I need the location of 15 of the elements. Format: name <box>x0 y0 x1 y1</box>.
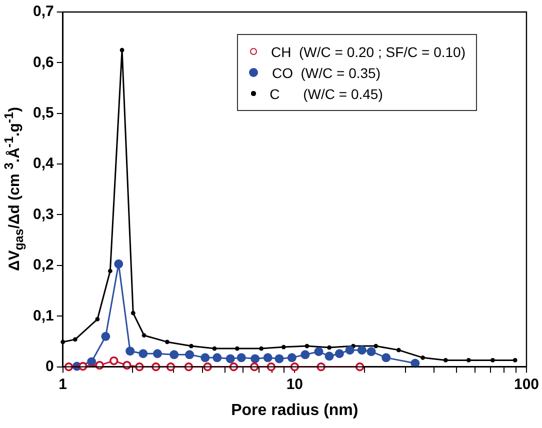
legend-label: CH (W/C = 0.20 ; SF/C = 0.10) <box>270 44 466 60</box>
y-tick-label: 0,7 <box>32 3 54 20</box>
y-tick-label: 0,2 <box>32 256 54 274</box>
y-tick-label: 0,6 <box>32 54 54 71</box>
x-tick-label: 10 <box>286 376 304 393</box>
legend-label: CO (W/C = 0.35) <box>272 64 381 80</box>
y-tick-label: 0,4 <box>32 155 54 172</box>
y-tick-label: 0,3 <box>32 206 54 223</box>
legend-label: C (W/C = 0.45) <box>270 86 383 102</box>
y-tick-label: 0,5 <box>32 104 54 122</box>
x-tick-label: 1 <box>58 376 68 393</box>
y-tick-label: 0,1 <box>32 307 54 324</box>
x-axis-title: Pore radius (nm) <box>231 402 358 419</box>
x-tick-label: 100 <box>514 376 539 393</box>
y-tick-label: 0 <box>46 358 54 375</box>
